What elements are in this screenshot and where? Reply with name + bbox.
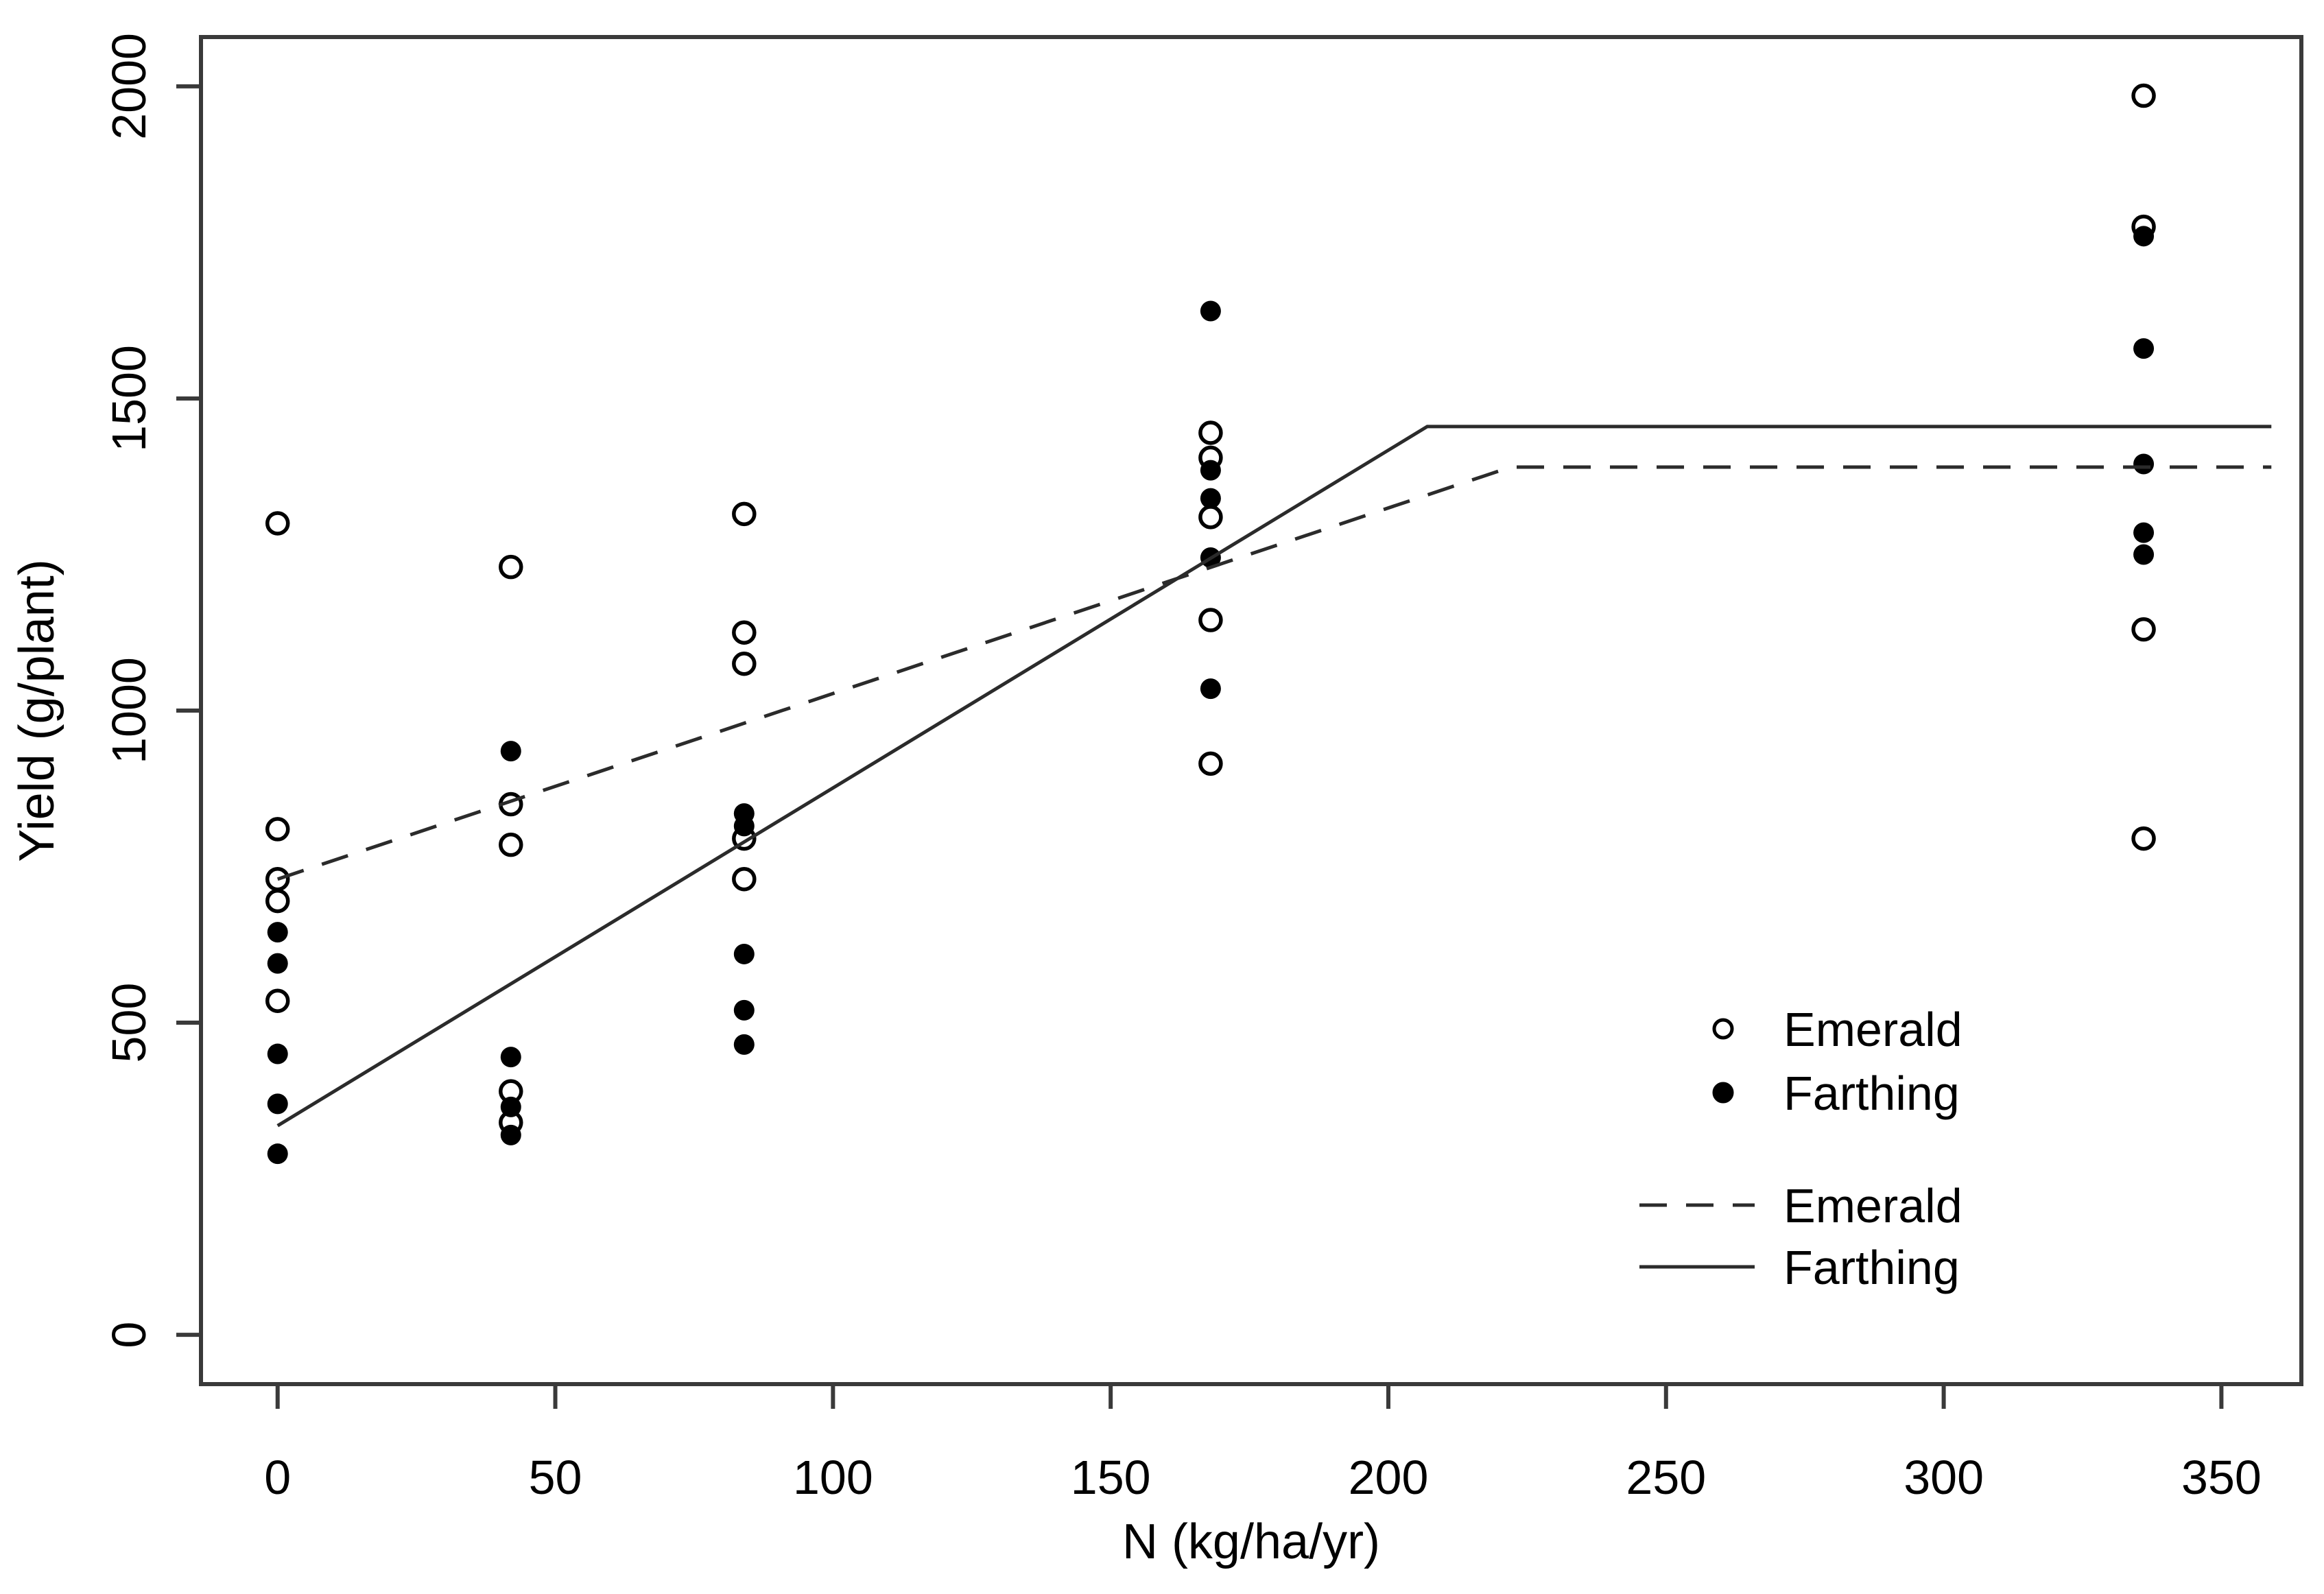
data-point-farthing — [267, 922, 288, 943]
data-point-farthing — [2133, 338, 2155, 359]
data-point-farthing — [2133, 544, 2155, 565]
x-tick-label: 200 — [1349, 1451, 1429, 1504]
data-point-emerald — [265, 888, 290, 914]
data-point-farthing — [1200, 678, 1221, 700]
data-point-farthing — [500, 1124, 521, 1145]
data-point-farthing — [500, 741, 521, 762]
data-point-emerald — [499, 832, 523, 857]
data-point-farthing — [2133, 453, 2155, 475]
legend-label: Emerald — [1783, 1003, 1963, 1056]
data-point-farthing — [267, 953, 288, 974]
data-point-emerald — [732, 620, 757, 645]
plot-border — [199, 35, 2303, 1386]
legend-label: Farthing — [1783, 1067, 1960, 1120]
data-point-farthing — [2133, 226, 2155, 247]
data-point-emerald — [2131, 617, 2156, 642]
data-point-farthing — [267, 1143, 288, 1165]
axis-ticks: 0 50 100 150 200 250 300 350 0 500 1000 1500 2000 — [102, 33, 2262, 1504]
y-tick-label: 2000 — [102, 33, 156, 140]
data-point-emerald — [499, 554, 523, 580]
data-point-emerald — [1198, 608, 1223, 632]
data-point-farthing — [500, 1096, 521, 1117]
legend-marker-open-circle — [1712, 1018, 1734, 1040]
x-tick-label: 100 — [793, 1451, 873, 1504]
fit-line-farthing-solid — [276, 425, 2272, 1128]
legend: Emerald Farthing Emerald Farthing — [1639, 1003, 1963, 1294]
y-tick-label: 1500 — [102, 345, 156, 452]
data-point-emerald — [1198, 420, 1223, 445]
data-point-farthing — [1200, 460, 1221, 481]
data-point-farthing — [500, 1047, 521, 1068]
x-tick-label: 250 — [1626, 1451, 1706, 1504]
fitted-lines — [276, 425, 2272, 1128]
data-point-farthing — [1200, 300, 1221, 322]
x-tick-label: 350 — [2181, 1451, 2262, 1504]
data-point-emerald — [265, 511, 290, 536]
data-point-farthing — [267, 1093, 288, 1115]
legend-label: Emerald — [1783, 1179, 1963, 1233]
data-point-emerald — [265, 988, 290, 1013]
data-point-farthing — [267, 1043, 288, 1064]
data-point-farthing — [733, 943, 755, 964]
x-tick-label: 150 — [1071, 1451, 1151, 1504]
fit-line-emerald-dashed — [276, 465, 2272, 881]
data-point-emerald — [2131, 826, 2156, 851]
data-point-farthing — [733, 1034, 755, 1055]
y-tick-label: 0 — [102, 1322, 156, 1348]
data-point-farthing — [733, 816, 755, 837]
data-point-emerald — [732, 501, 757, 527]
data-point-emerald — [1198, 505, 1223, 530]
data-point-emerald — [2131, 83, 2156, 108]
legend-marker-filled-circle — [1712, 1082, 1734, 1104]
data-point-farthing — [2133, 522, 2155, 543]
x-tick-label: 50 — [529, 1451, 582, 1504]
data-point-farthing — [733, 999, 755, 1021]
y-axis-title: Yield (g/plant) — [10, 559, 64, 862]
y-tick-label: 1000 — [102, 657, 156, 764]
y-tick-label: 500 — [102, 983, 156, 1063]
data-point-emerald — [1198, 751, 1223, 776]
data-point-emerald — [265, 817, 290, 842]
data-point-emerald — [732, 866, 757, 892]
x-axis-title: N (kg/ha/yr) — [1122, 1514, 1380, 1569]
data-point-farthing — [1200, 488, 1221, 509]
legend-label: Farthing — [1783, 1241, 1960, 1294]
plot-box — [199, 35, 2303, 1386]
x-tick-label: 300 — [1904, 1451, 1984, 1504]
data-point-emerald — [732, 651, 757, 676]
x-tick-label: 0 — [264, 1451, 291, 1504]
